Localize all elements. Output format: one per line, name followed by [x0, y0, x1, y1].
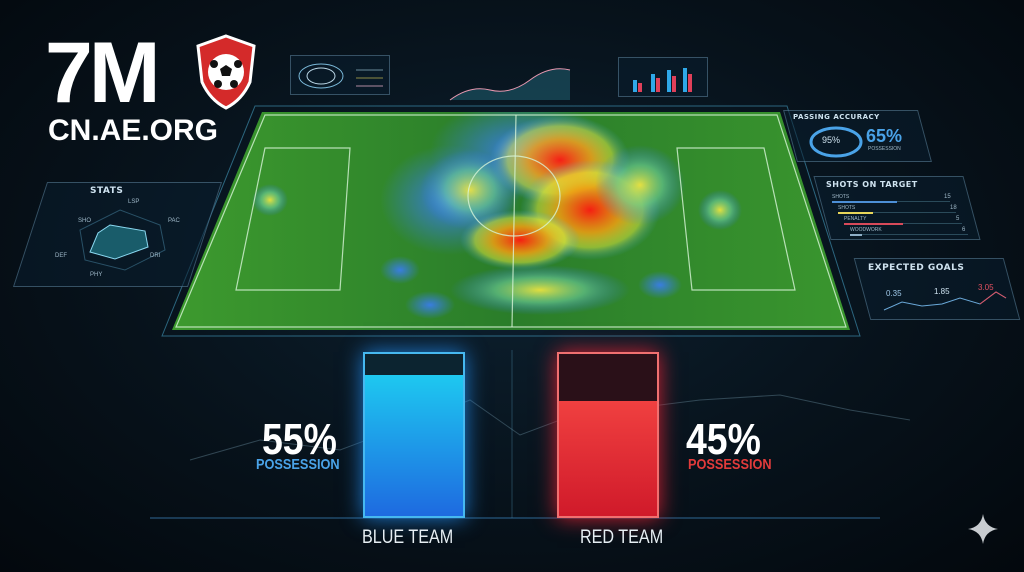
shots-row-value: 6 [962, 227, 966, 233]
shots-title: SHOTS ON TARGET [826, 180, 918, 189]
passing-accuracy-value: 95% [822, 135, 841, 145]
shots-row-fill [838, 212, 874, 214]
stats-axis: PAC [168, 218, 180, 224]
xg-value: 0.35 [886, 289, 902, 298]
shots-row-label: SHOTS [838, 205, 856, 211]
xg-value: 3.05 [978, 283, 994, 292]
passing-possession-value: 65% [866, 126, 903, 146]
shots-row-track [832, 201, 950, 203]
blue-possession-bar [363, 352, 465, 518]
top-bar-chart-panel [618, 57, 708, 97]
stats-radar-chart [79, 209, 166, 271]
stats-axis: DEF [55, 253, 67, 259]
blue-bar-fill [365, 375, 463, 516]
shots-row-label: WOODWORK [850, 227, 882, 233]
shots-row-fill [850, 234, 862, 236]
shots-row-fill [844, 223, 903, 225]
logo-url: CN.AE.ORG [48, 114, 219, 147]
red-team-label: RED TEAM [580, 527, 664, 548]
shots-row-value: 18 [950, 205, 957, 211]
sparkle-icon [968, 514, 998, 544]
passing-possession-label: POSSESSION [868, 146, 901, 152]
red-possession-label: POSSESSION [688, 456, 772, 473]
stats-axis: DRI [150, 253, 161, 259]
passing-ring [809, 126, 863, 158]
shots-row-label: PENALTY [844, 216, 867, 222]
shots-row-track [844, 223, 962, 225]
blue-possession-label: POSSESSION [256, 456, 340, 473]
red-possession-value: 45% [686, 415, 761, 464]
shots-row-fill [832, 201, 897, 203]
passing-title: PASSING ACCURACY [793, 113, 880, 121]
stats-axis: LSP [128, 199, 140, 205]
blue-team-label: BLUE TEAM [362, 527, 454, 548]
shots-row-track [850, 234, 968, 236]
xg-value: 1.85 [934, 287, 950, 296]
xg-line-chart [883, 291, 1007, 311]
red-bar-fill [559, 400, 657, 516]
xg-title: EXPECTED GOALS [868, 263, 965, 273]
stats-axis: SHO [78, 218, 92, 224]
shots-row-value: 15 [944, 194, 951, 200]
shield-ball-icon [196, 34, 256, 110]
shots-row-value: 5 [956, 216, 960, 222]
stats-title: STATS [90, 186, 124, 196]
red-possession-bar [557, 352, 659, 518]
top-area-chart [449, 68, 571, 101]
top-gauge-panel [290, 55, 390, 95]
shots-row-track [838, 212, 956, 214]
logo-brand: 7M [45, 25, 160, 121]
shots-row-label: SHOTS [832, 194, 850, 200]
stats-axis: PHY [90, 272, 103, 278]
blue-possession-value: 55% [262, 415, 337, 464]
background-ticker-lines [150, 350, 911, 519]
